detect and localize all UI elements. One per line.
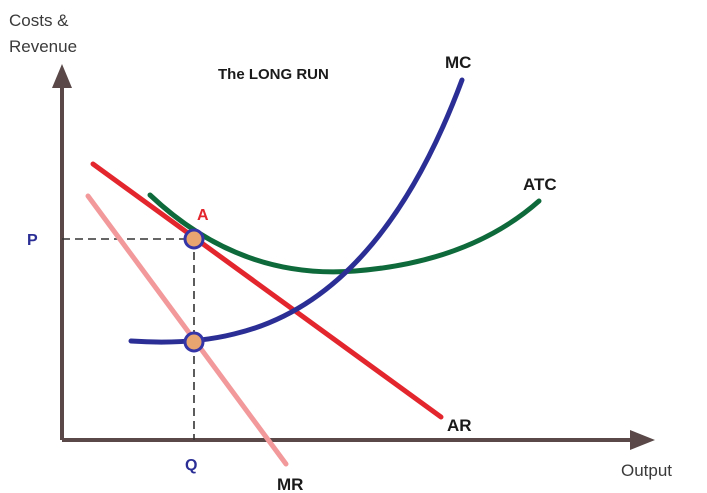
mc-mr-intersection-marker [183,331,205,353]
quantity-label: Q [185,457,197,474]
y-axis-title-line1: Costs & [9,11,69,30]
ar-curve [90,161,444,420]
mc-label: MC [445,53,471,72]
point-a-marker [183,228,205,250]
point-a-label: A [197,207,209,224]
ar-label: AR [447,416,472,435]
atc-label: ATC [523,175,557,194]
x-axis-title: Output [621,461,672,480]
mr-label: MR [277,475,303,493]
y-axis-arrowhead [52,64,72,88]
mr-curve [85,193,289,467]
mc-curve [128,77,465,345]
x-axis-arrowhead [630,430,655,450]
price-label: P [27,232,38,249]
atc-curve [147,192,542,275]
diagram-title: The LONG RUN [218,66,329,83]
y-axis-title-line2: Revenue [9,37,77,56]
